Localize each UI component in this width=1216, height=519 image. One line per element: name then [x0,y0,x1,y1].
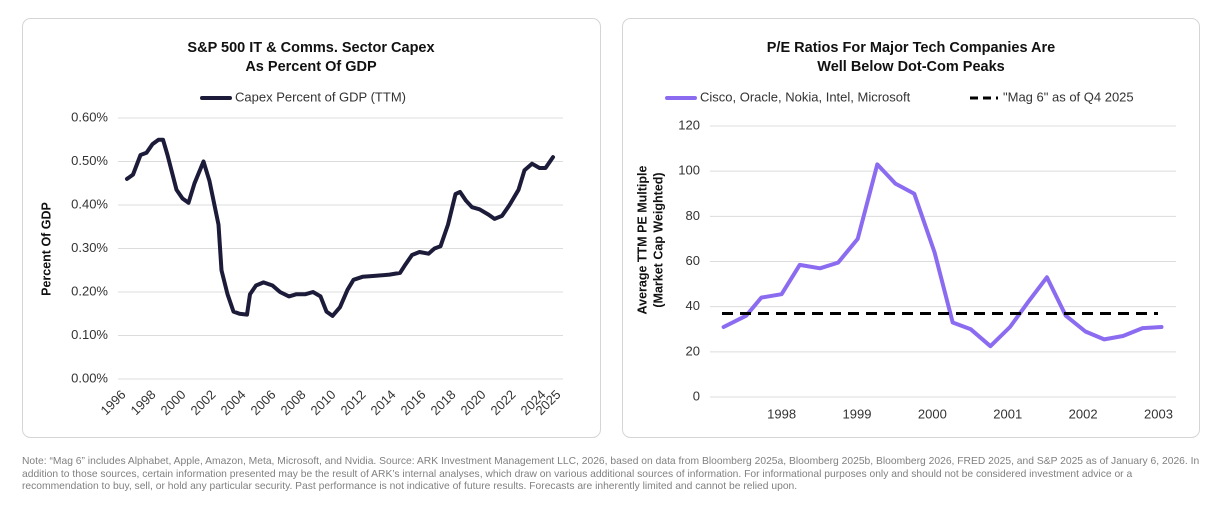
y-tick-label: 0.00% [71,370,108,385]
x-tick-label: 2000 [918,406,947,421]
x-tick-label: 2010 [307,387,338,418]
x-tick-label: 2020 [457,387,488,418]
y-tick-label: 0.30% [71,240,108,255]
y-tick-label: 0.20% [71,283,108,298]
panel [622,18,1200,438]
x-tick-label: 1998 [767,406,796,421]
panel [22,18,601,438]
x-tick-label: 2016 [397,387,428,418]
x-tick-label: 1999 [843,406,872,421]
x-tick-label: 2001 [993,406,1022,421]
y-axis-title: (Market Cap Weighted) [651,172,665,307]
y-axis-title: Average TTM PE Multiple [635,166,649,315]
y-tick-label: 20 [686,343,700,358]
y-tick-label: 40 [686,298,700,313]
footnote: Note: “Mag 6” includes Alphabet, Apple, … [22,456,1200,493]
chart-title: As Percent Of GDP [245,59,377,75]
y-tick-label: 0.60% [71,109,108,124]
charts: S&P 500 IT & Comms. Sector Capex As Perce… [22,18,1200,438]
y-tick-label: 80 [686,208,700,223]
chart-title: P/E Ratios For Major Tech Companies Are [767,40,1055,56]
legend-label: Cisco, Oracle, Nokia, Intel, Microsoft [700,89,911,104]
y-tick-label: 0.40% [71,196,108,211]
y-tick-label: 0.10% [71,327,108,342]
x-tick-label: 2012 [337,387,368,418]
y-tick-label: 0.50% [71,153,108,168]
y-tick-label: 60 [686,253,700,268]
x-tick-label: 2006 [247,387,278,418]
x-tick-label: 2002 [1069,406,1098,421]
chart-title: S&P 500 IT & Comms. Sector Capex [187,40,434,56]
y-tick-label: 120 [678,117,700,132]
x-tick-label: 1998 [127,387,158,418]
x-tick-label: 2004 [217,387,248,418]
legend-label: Capex Percent of GDP (TTM) [235,89,406,104]
y-tick-label: 0 [693,388,700,403]
x-tick-label: 2000 [157,387,188,418]
legend-label: "Mag 6" as of Q4 2025 [1003,89,1134,104]
x-tick-label: 2002 [187,387,218,418]
line-series [721,162,1164,349]
line-series [125,137,555,318]
x-tick-label: 2008 [277,387,308,418]
x-tick-label: 2022 [487,387,518,418]
x-tick-label: 2018 [427,387,458,418]
y-tick-label: 100 [678,163,700,178]
x-tick-label: 1996 [97,387,128,418]
x-tick-label: 2003 [1144,406,1173,421]
x-tick-label: 2014 [367,387,398,418]
chart-title: Well Below Dot-Com Peaks [817,59,1004,75]
y-axis-title: Percent Of GDP [39,202,53,296]
